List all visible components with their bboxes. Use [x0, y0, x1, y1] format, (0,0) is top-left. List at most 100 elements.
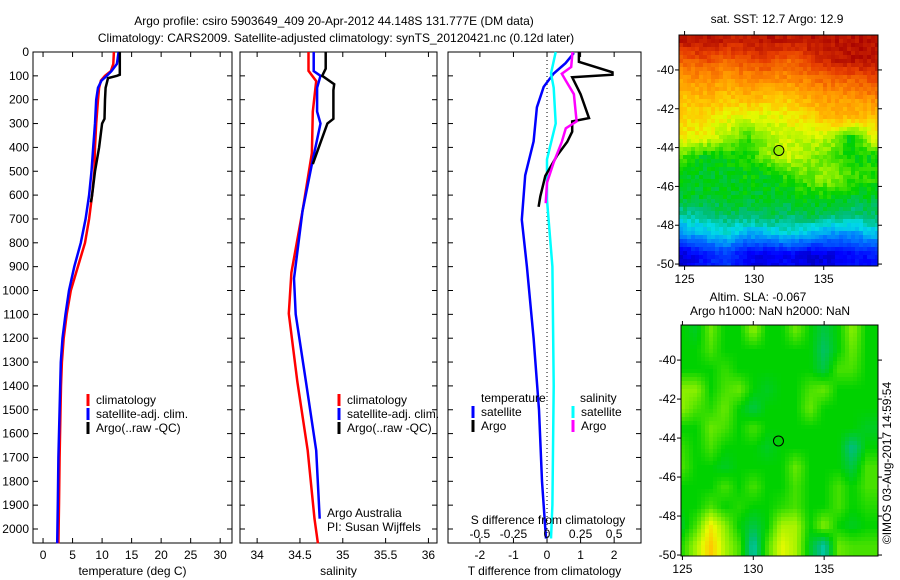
map-cell: [781, 453, 786, 458]
map-cell: [719, 243, 724, 248]
map-cell: [695, 211, 700, 216]
map-cell: [805, 413, 810, 418]
map-cell: [833, 397, 838, 402]
map-cell: [713, 325, 718, 330]
map-cell: [705, 329, 710, 334]
map-cell: [787, 95, 792, 100]
map-cell: [703, 99, 708, 104]
map-cell: [831, 219, 836, 224]
map-cell: [801, 353, 806, 358]
map-cell: [831, 83, 836, 88]
map-cell: [699, 143, 704, 148]
map-cell: [685, 465, 690, 470]
map-cell: [831, 207, 836, 212]
map-cell: [847, 63, 852, 68]
map-cell: [683, 91, 688, 96]
map-cell: [825, 397, 830, 402]
map-cell: [757, 405, 762, 410]
map-cell: [721, 469, 726, 474]
map-cell: [709, 393, 714, 398]
map-cell: [865, 449, 870, 454]
map-cell: [747, 203, 752, 208]
map-cell: [815, 63, 820, 68]
map-cell: [867, 195, 872, 200]
map-cell: [773, 381, 778, 386]
map-cell: [823, 247, 828, 252]
map-cell: [755, 79, 760, 84]
map-cell: [841, 445, 846, 450]
map-cell: [763, 119, 768, 124]
map-cell: [855, 211, 860, 216]
map-cell: [767, 163, 772, 168]
map-cell: [861, 333, 866, 338]
map-cell: [847, 183, 852, 188]
map-cell: [727, 183, 732, 188]
map-cell: [729, 365, 734, 370]
map-cell: [807, 99, 812, 104]
map-cell: [815, 51, 820, 56]
map-cell: [875, 231, 879, 236]
map-cell: [827, 171, 832, 176]
map-cell: [839, 51, 844, 56]
map-cell: [815, 47, 820, 52]
map-cell: [791, 203, 796, 208]
map-cell: [875, 71, 879, 76]
map-cell: [737, 357, 742, 362]
map-cell: [737, 377, 742, 382]
map-cell: [737, 385, 742, 390]
map-cell: [787, 55, 792, 60]
map-cell: [793, 389, 798, 394]
map-cell: [725, 437, 730, 442]
map-cell: [785, 361, 790, 366]
map-cell: [833, 425, 838, 430]
map-cell: [813, 429, 818, 434]
map-cell: [767, 187, 772, 192]
map-cell: [691, 247, 696, 252]
map-cell: [851, 251, 856, 256]
map-cell: [839, 71, 844, 76]
map-cell: [855, 259, 860, 264]
map-cell: [793, 329, 798, 334]
map-cell: [683, 223, 688, 228]
map-cell: [715, 219, 720, 224]
map-cell: [819, 43, 824, 48]
map-cell: [825, 365, 830, 370]
map-cell: [783, 187, 788, 192]
map-cell: [809, 377, 814, 382]
map-cell: [797, 417, 802, 422]
map-cell: [871, 223, 876, 228]
map-cell: [731, 179, 736, 184]
map-cell: [859, 231, 864, 236]
map-cell: [697, 397, 702, 402]
map-cell: [687, 91, 692, 96]
map-cell: [815, 123, 820, 128]
map-cell: [791, 55, 796, 60]
map-cell: [835, 99, 840, 104]
map-cell: [709, 333, 714, 338]
map-cell: [687, 259, 692, 264]
map-cell: [729, 341, 734, 346]
map-cell: [709, 353, 714, 358]
map-cell: [749, 369, 754, 374]
map-cell: [719, 51, 724, 56]
map-cell: [839, 95, 844, 100]
map-cell: [775, 227, 780, 232]
map-cell: [763, 231, 768, 236]
map-cell: [779, 195, 784, 200]
map-cell: [815, 55, 820, 60]
map-cell: [831, 99, 836, 104]
map-cell: [875, 199, 879, 204]
map-cell: [805, 341, 810, 346]
map-cell: [727, 227, 732, 232]
map-cell: [715, 239, 720, 244]
map-cell: [789, 393, 794, 398]
map-cell: [731, 143, 736, 148]
map-cell: [683, 79, 688, 84]
map-cell: [751, 139, 756, 144]
map-cell: [861, 353, 866, 358]
map-cell: [791, 147, 796, 152]
map-cell: [753, 393, 758, 398]
map-cell: [679, 219, 684, 224]
map-cell: [785, 421, 790, 426]
map-cell: [697, 381, 702, 386]
